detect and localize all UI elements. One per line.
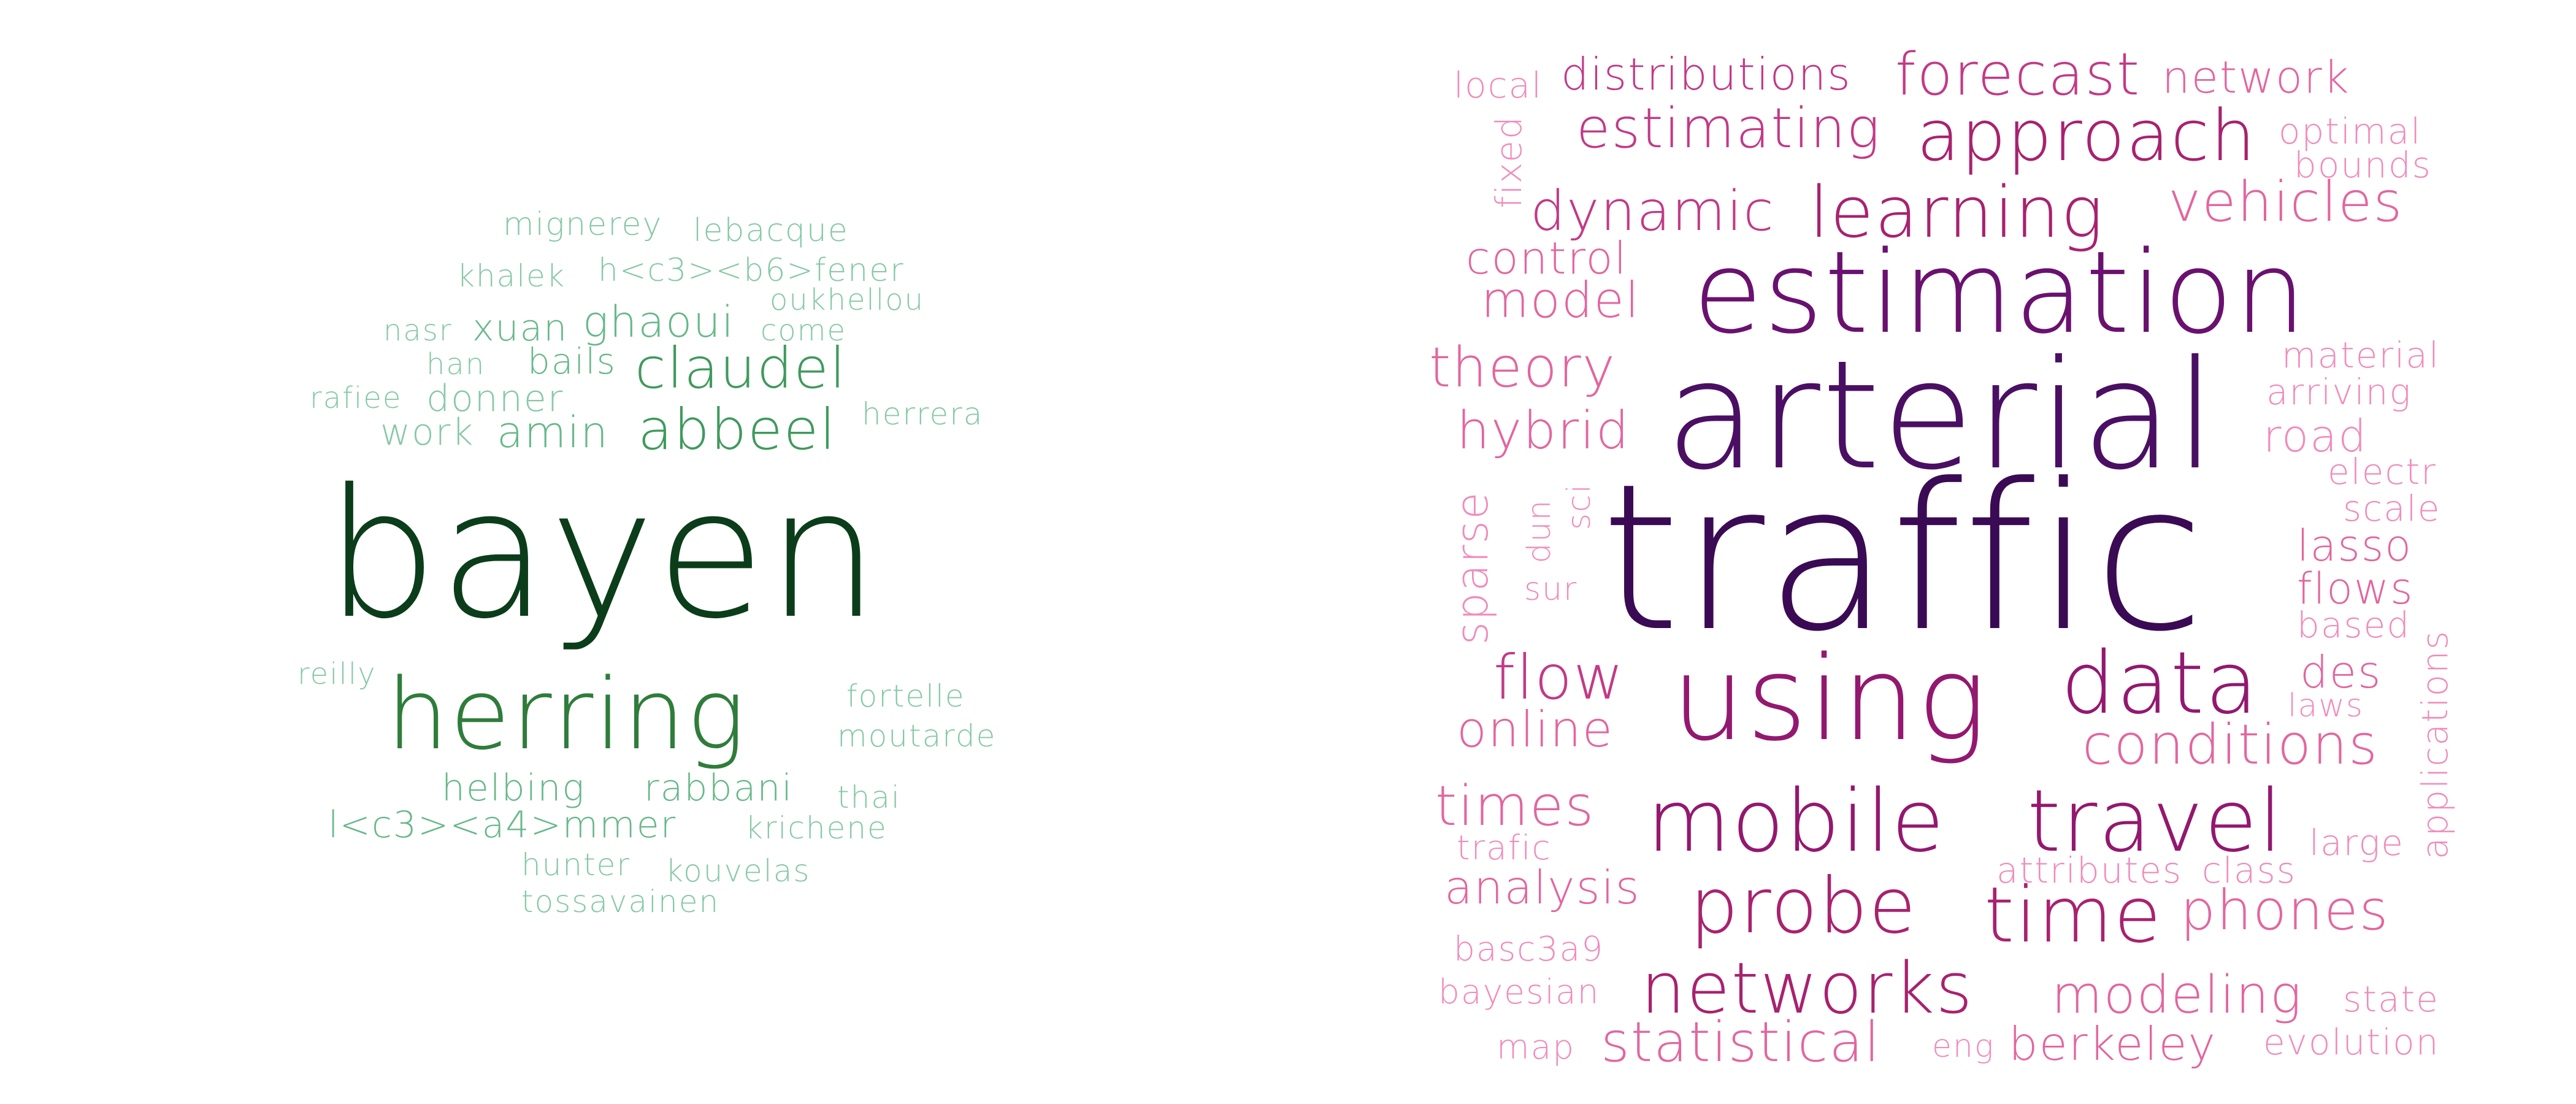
word-model: model xyxy=(1481,272,1641,329)
word-amin: amin xyxy=(497,407,609,458)
word-using: using xyxy=(1671,631,1988,767)
word-distributions: distributions xyxy=(1561,48,1852,100)
word-moutarde: moutarde xyxy=(837,718,997,754)
word-electr: electr xyxy=(2328,451,2437,493)
word-krichene: krichene xyxy=(745,810,887,846)
word-evolution: evolution xyxy=(2263,1021,2440,1063)
word-class: class xyxy=(2202,849,2296,891)
word-han: han xyxy=(426,347,486,381)
word-large: large xyxy=(2309,822,2404,864)
word-modeling: modeling xyxy=(2052,965,2303,1025)
word-networks: networks xyxy=(1641,948,1974,1030)
word-oukhellou: oukhellou xyxy=(770,283,924,317)
word-come: come xyxy=(761,313,847,348)
word-control: control xyxy=(1466,232,1628,284)
word-berkeley: berkeley xyxy=(2009,1017,2217,1071)
word-state: state xyxy=(2343,978,2439,1020)
word-probe: probe xyxy=(1690,862,1917,951)
word-lasso: lasso xyxy=(2297,521,2413,571)
word-mobile: mobile xyxy=(1647,772,1945,872)
word-bails: bails xyxy=(527,340,616,382)
word-rabbani: rabbani xyxy=(644,767,794,810)
word-work: work xyxy=(380,411,475,454)
word-estimating: estimating xyxy=(1576,96,1881,161)
word-phones: phones xyxy=(2180,878,2390,943)
word-flows: flows xyxy=(2297,564,2414,614)
word-kouvelas: kouvelas xyxy=(665,853,811,889)
word-donner: donner xyxy=(426,377,564,420)
word-reilly: reilly xyxy=(297,657,377,691)
word-mignerey: mignerey xyxy=(503,206,663,243)
word-statistical: statistical xyxy=(1601,1010,1881,1075)
word-hoefener: h<c3><b6>fener xyxy=(598,252,905,289)
word-xuan: xuan xyxy=(472,307,569,350)
word-abbeel: abbeel xyxy=(638,397,837,462)
word-conditions: conditions xyxy=(2082,713,2379,777)
word-data: data xyxy=(2061,634,2260,734)
word-material: material xyxy=(2282,334,2440,376)
word-fortelle: fortelle xyxy=(846,678,965,714)
word-theory: theory xyxy=(1429,335,1617,400)
word-local: local xyxy=(1454,64,1543,106)
word-thai: thai xyxy=(837,780,901,815)
word-hybrid: hybrid xyxy=(1457,401,1630,461)
word-herrera: herrera xyxy=(862,396,984,432)
word-traffic: traffic xyxy=(1601,440,2206,676)
word-times: times xyxy=(1435,774,1595,838)
word-lebacque: lebacque xyxy=(693,212,849,249)
word-online: online xyxy=(1457,701,1614,758)
word-applications: applications xyxy=(2414,629,2456,860)
word-hunter: hunter xyxy=(521,847,631,883)
word-road: road xyxy=(2263,410,2367,462)
word-based: based xyxy=(2297,604,2411,646)
word-attributes: attributes xyxy=(1996,849,2183,891)
word-nasr: nasr xyxy=(383,313,453,348)
word-dynamic: dynamic xyxy=(1530,179,1775,243)
word-vehicles: vehicles xyxy=(2168,170,2404,234)
word-arriving: arriving xyxy=(2266,371,2412,413)
word-scale: scale xyxy=(2343,488,2441,529)
word-optimal: optimal xyxy=(2279,110,2422,152)
word-laws: laws xyxy=(2288,688,2364,724)
word-claudel: claudel xyxy=(635,335,847,401)
word-herring: herring xyxy=(386,657,747,772)
word-flow: flow xyxy=(1493,642,1625,713)
word-laemmer: l<c3><a4>mmer xyxy=(328,803,677,846)
word-bayesian: bayesian xyxy=(1438,972,1600,1011)
word-bounds: bounds xyxy=(2294,144,2432,186)
word-learning: learning xyxy=(1809,172,2105,254)
word-khalek: khalek xyxy=(457,258,565,294)
word-rafiee: rafiee xyxy=(310,381,402,415)
word-network: network xyxy=(2162,52,2350,103)
word-map: map xyxy=(1497,1027,1576,1067)
word-analysis: analysis xyxy=(1444,861,1641,914)
word-estimation: estimation xyxy=(1693,226,2308,359)
word-arterial: arterial xyxy=(1665,328,2218,503)
word-fixed: fixed xyxy=(1488,115,1530,209)
word-sci: sci xyxy=(1561,483,1598,531)
word-sur: sur xyxy=(1524,571,1578,608)
word-dun: dun xyxy=(1521,499,1558,564)
word-helbing: helbing xyxy=(442,767,586,810)
word-basc3a9: basc3a9 xyxy=(1454,929,1604,968)
word-tossavainen: tossavainen xyxy=(521,884,720,919)
word-time: time xyxy=(1984,871,2163,960)
word-ghaoui: ghaoui xyxy=(583,297,735,347)
word-forecast: forecast xyxy=(1895,41,2141,109)
word-bayen: bayen xyxy=(325,451,881,658)
word-des: des xyxy=(2300,646,2382,698)
word-eng: eng xyxy=(1932,1028,1995,1065)
word-sparse: sparse xyxy=(1446,491,1498,645)
word-travel: travel xyxy=(2027,772,2284,872)
word-approach: approach xyxy=(1917,95,2257,177)
word-trafic: trafic xyxy=(1457,828,1552,867)
